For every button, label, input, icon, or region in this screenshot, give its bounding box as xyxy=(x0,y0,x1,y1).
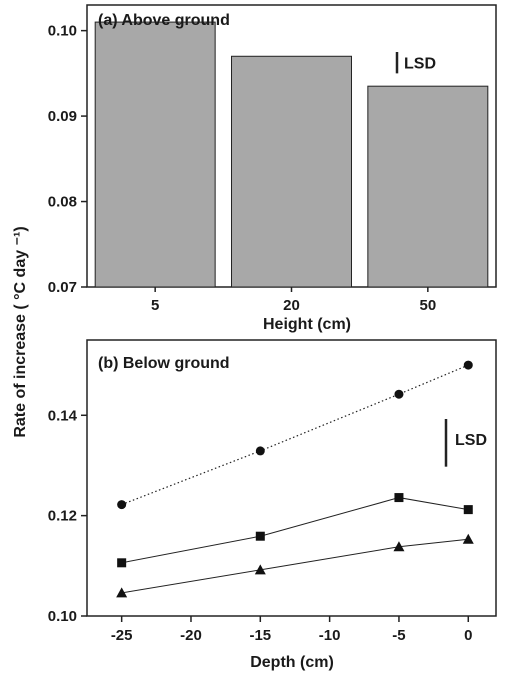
series-square-point xyxy=(255,531,265,541)
panel-a-bars xyxy=(94,21,489,288)
panel-b-x-tick-label: 0 xyxy=(464,627,472,644)
series-triangle-point xyxy=(116,587,128,598)
panel-b-x-tick-label: -10 xyxy=(319,627,341,644)
shared-y-axis-label: Rate of increase ( °C day ⁻¹) xyxy=(12,226,29,437)
panel-a-y-tick-label: 0.07 xyxy=(48,279,77,296)
bar-5 xyxy=(94,21,216,288)
series-circle-point xyxy=(394,389,404,399)
panel-a-x-tick-label: 5 xyxy=(151,297,159,314)
panel-b-y-tick-label: 0.10 xyxy=(48,608,77,625)
panel-b-y-ticks: 0.10 0.12 0.14 xyxy=(48,407,87,625)
panel-b-y-tick-label: 0.14 xyxy=(48,407,78,424)
bar-50 xyxy=(367,85,489,288)
panel-a-title: (a) Above ground xyxy=(98,12,230,29)
series-triangle-line xyxy=(121,538,469,594)
series-triangle-point xyxy=(393,541,405,552)
series-square-point xyxy=(117,558,127,568)
panel-b-x-tick-label: -5 xyxy=(392,627,405,644)
panel-b-series xyxy=(116,360,474,598)
panel-a-y-tick-label: 0.08 xyxy=(48,194,77,211)
panel-a-x-ticks: 5 20 50 xyxy=(151,287,436,314)
panel-a-y-tick-label: 0.10 xyxy=(48,23,77,40)
panel-a: 0.070.080.090.10 5 20 50 (a) Above ground … xyxy=(48,4,497,333)
panel-b-frame xyxy=(86,339,497,617)
series-square-point xyxy=(394,493,404,503)
panel-b-x-tick-label: -20 xyxy=(180,627,202,644)
panel-a-x-axis-label: Height (cm) xyxy=(263,316,351,333)
series-circle-point xyxy=(117,500,127,510)
panel-b-x-tick-label: -25 xyxy=(111,627,133,644)
panel-a-y-tick-label: 0.09 xyxy=(48,108,77,125)
panel-a-lsd-label: LSD xyxy=(404,56,436,73)
bar-20 xyxy=(231,55,352,288)
panel-b-lsd-label: LSD xyxy=(455,432,487,449)
series-square-point xyxy=(463,505,473,515)
panel-a-x-tick-label: 20 xyxy=(283,297,300,314)
series-triangle-point xyxy=(254,564,266,575)
panel-b-x-ticks: -25 -20 -15 -10 -5 0 xyxy=(111,616,472,644)
series-circle-point xyxy=(463,360,473,370)
series-circle-point xyxy=(255,446,265,456)
panel-b-x-tick-label: -15 xyxy=(249,627,271,644)
panel-b: 0.10 0.12 0.14 -25 -20 -15 -10 -5 0 (b) Below g… xyxy=(48,339,497,671)
series-circle-line xyxy=(121,364,469,506)
panel-b-title: (b) Below ground xyxy=(98,355,230,372)
panel-b-y-tick-label: 0.12 xyxy=(48,508,77,525)
panel-a-y-ticks: 0.07 0.08 0.09 0.10 xyxy=(48,23,87,296)
panel-a-x-tick-label: 50 xyxy=(419,297,436,314)
series-triangle-point xyxy=(462,533,474,544)
panel-b-x-axis-label: Depth (cm) xyxy=(250,654,334,671)
series-square-line xyxy=(121,497,469,564)
